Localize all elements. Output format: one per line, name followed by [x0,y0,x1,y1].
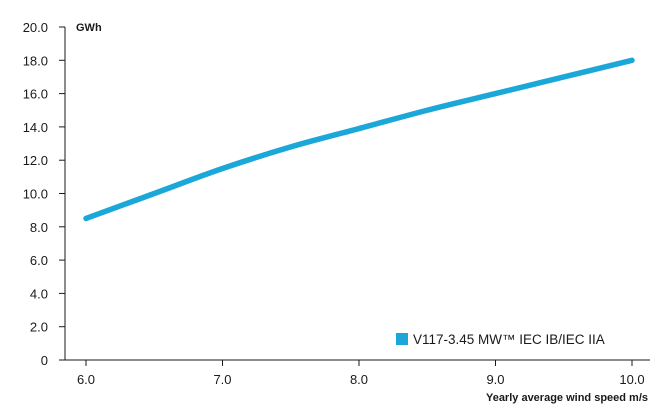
y-tick-label: 2.0 [30,320,48,335]
y-tick-label: 4.0 [30,286,48,301]
y-tick-label: 18.0 [23,53,48,68]
x-tick-label: 9.0 [486,372,504,387]
y-tick-label: 20.0 [23,20,48,35]
y-tick-label: 10.0 [23,187,48,202]
legend-entry-label: V117-3.45 MW™ IEC IB/IEC IIA [413,332,605,347]
x-tick-label: 8.0 [350,372,368,387]
x-tick-label: 7.0 [213,372,231,387]
legend: V117-3.45 MW™ IEC IB/IEC IIA [396,332,605,347]
x-tick-label: 6.0 [77,372,95,387]
y-tick-label: 8.0 [30,220,48,235]
y-axis: 0 2.0 4.0 6.0 8.0 10.0 12.0 14.0 16.0 18.0 20.0 [23,20,66,368]
series-line-0 [83,57,635,222]
series-layer [83,57,635,222]
y-tick-label: 16.0 [23,87,48,102]
y-axis-unit-label: GWh [76,22,102,34]
y-tick-label: 6.0 [30,253,48,268]
y-tick-label: 12.0 [23,153,48,168]
x-tick-label: 10.0 [619,372,644,387]
y-tick-label: 0 [41,353,48,368]
x-axis: 6.0 7.0 8.0 9.0 10.0 [65,359,650,387]
x-axis-title: Yearly average wind speed m/s [486,392,648,404]
legend-swatch [396,333,408,345]
y-tick-label: 14.0 [23,120,48,135]
